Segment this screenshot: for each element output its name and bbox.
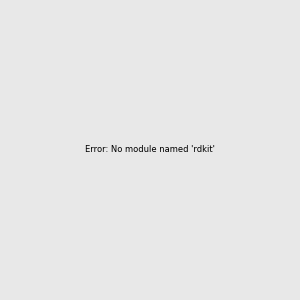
Text: Error: No module named 'rdkit': Error: No module named 'rdkit' — [85, 146, 215, 154]
